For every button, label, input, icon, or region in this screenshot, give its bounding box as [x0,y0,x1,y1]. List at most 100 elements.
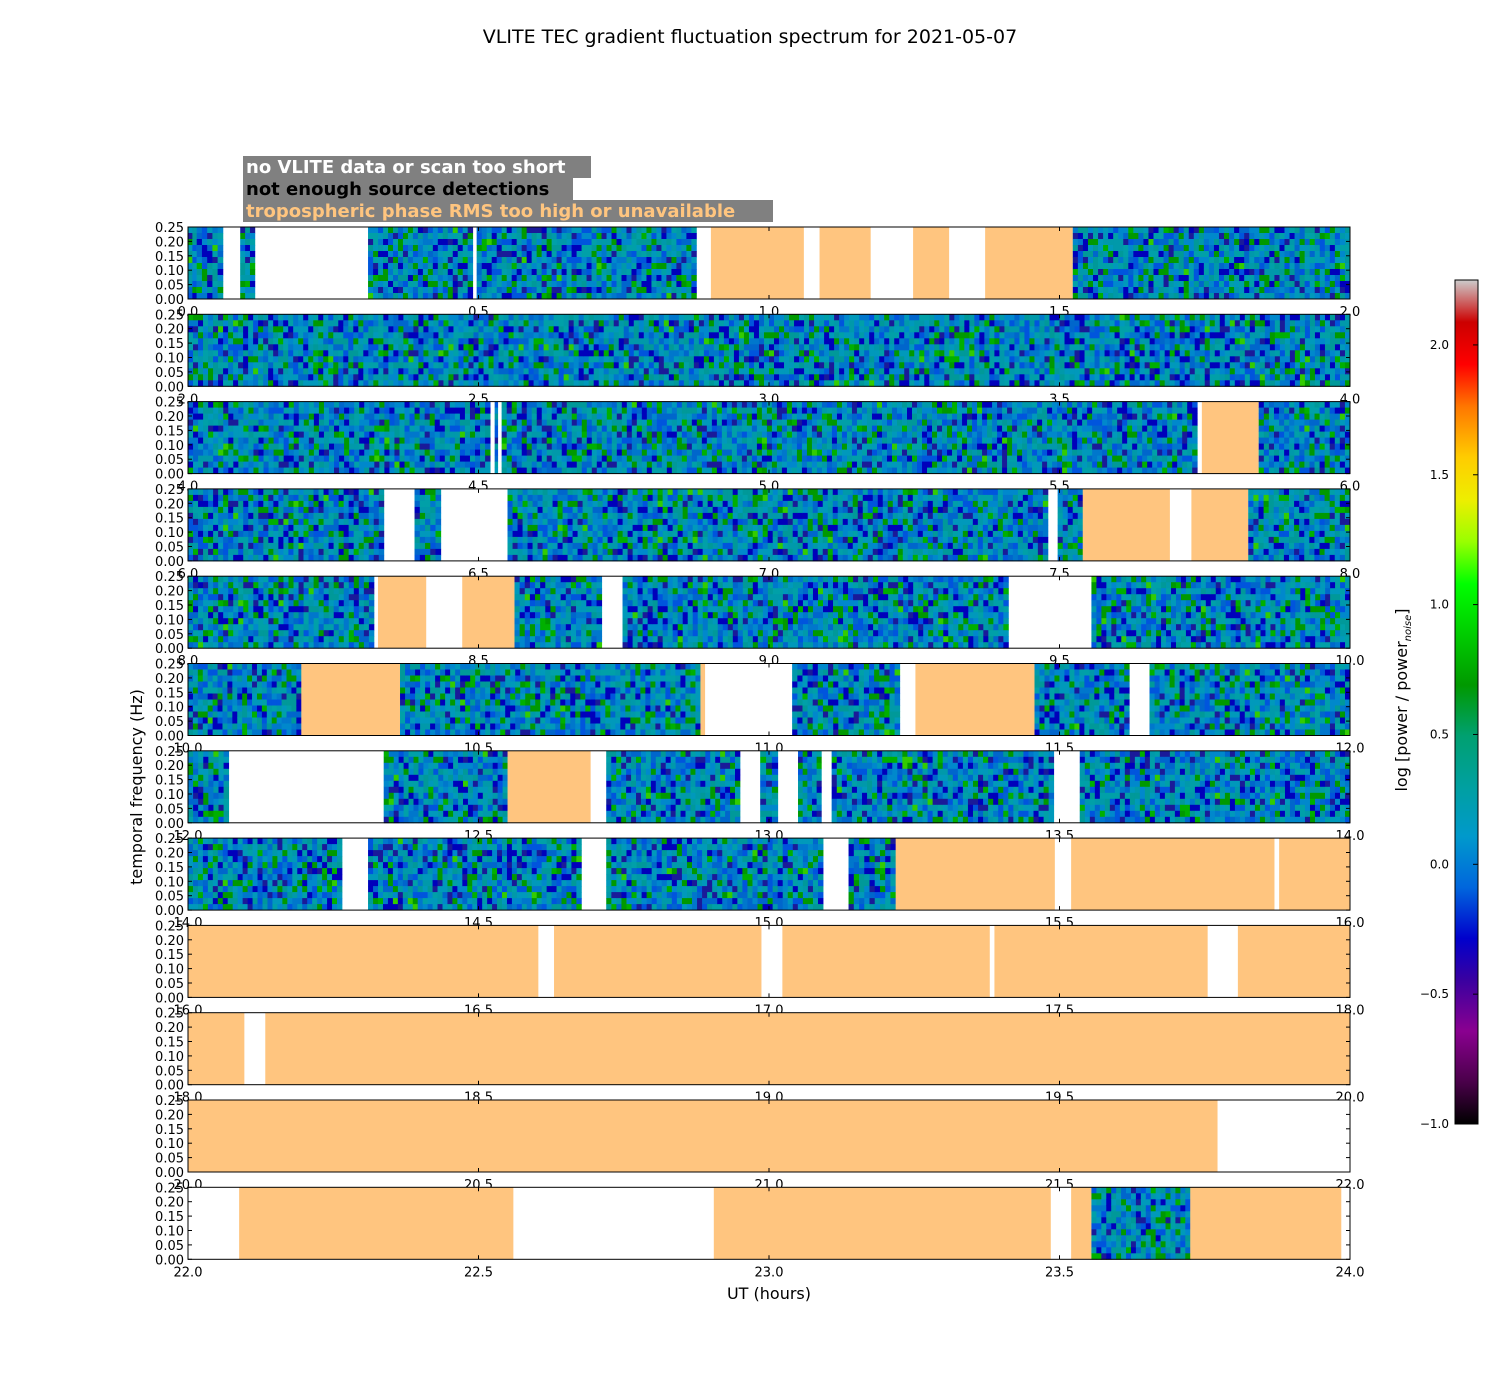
spectrum-cell [919,320,925,327]
spectrum-cell [359,461,365,468]
spectrum-cell [839,350,845,357]
spectrum-cell [1259,293,1265,300]
spectrum-cell [608,326,615,333]
spectrum-cell [369,443,375,450]
spectrum-cell [1087,227,1094,234]
spectrum-cell [864,362,870,369]
spectrum-cell [243,449,249,456]
spectrum-cell [278,401,285,408]
spectrum-cell [533,314,539,321]
spectrum-cell [1204,374,1211,381]
spectrum-cell [919,332,925,339]
spectrum-cell [1019,350,1025,357]
spectrum-cell [1344,275,1351,282]
spectrum-cell [1314,251,1321,258]
spectrum-cell [1119,374,1126,381]
spectrum-cell [418,320,424,327]
spectrum-cell [551,257,558,264]
spectrum-cell [573,314,580,321]
spectrum-cell [1103,269,1109,276]
spectrum-cell [728,350,735,357]
spectrum-cell [1214,380,1221,387]
spectrum-cell [1344,332,1351,339]
spectrum-cell [1164,362,1171,369]
spectrum-cell [198,344,204,351]
spectrum-cell [408,368,414,375]
spectrum-cell [1074,338,1080,345]
spectrum-cell [543,368,550,375]
spectrum-cell [556,281,563,288]
spectrum-cell [1159,350,1166,357]
spectrum-cell [513,362,519,369]
spectrum-cell [864,332,870,339]
spectrum-cell [403,350,409,357]
spectrum-cell [412,293,419,300]
spectrum-cell [1319,314,1326,321]
spectrum-cell [508,314,514,321]
spectrum-cell [1158,275,1164,282]
spectrum-cell [1324,332,1331,339]
spectrum-cell [676,257,682,264]
spectrum-cell [498,368,504,375]
spectrum-cell [328,425,335,432]
spectrum-cell [939,344,945,351]
spectrum-cell [528,338,534,345]
spectrum-cell [1024,314,1030,321]
spectrum-cell [944,314,950,321]
spectrum-cell [1099,332,1105,339]
spectrum-cell [283,380,289,387]
y-tick-label: 0.05 [155,366,184,381]
spectrum-cell [708,350,715,357]
spectrum-cell [758,314,765,321]
spectrum-cell [1274,326,1281,333]
spectrum-cell [789,368,795,375]
spectrum-cell [688,332,695,339]
spectrum-cell [397,227,404,234]
spectrum-cell [576,257,582,264]
spectrum-cell [288,368,294,375]
spectrum-cell [563,338,570,345]
spectrum-cell [207,233,213,240]
spectrum-cell [417,275,424,282]
spectrum-cell [899,332,905,339]
spectrum-cell [378,356,384,363]
spectrum-cell [1284,350,1291,357]
spectrum-cell [889,380,895,387]
spectrum-cell [819,326,825,333]
spectrum-cell [483,368,489,375]
spectrum-cell [388,281,394,288]
spectrum-cell [1164,350,1171,357]
spectrum-cell [198,368,204,375]
spectrum-cell [207,257,213,264]
spectrum-cell [1294,227,1301,234]
spectrum-cell [417,287,424,294]
spectrum-cell [443,338,449,345]
spectrum-cell [723,320,730,327]
spectrum-cell [556,227,563,234]
spectrum-cell [661,287,667,294]
spectrum-cell [1128,257,1134,264]
spectrum-cell [663,356,670,363]
spectrum-cell [541,293,548,300]
spectrum-cell [402,245,409,252]
spectrum-cell [278,326,284,333]
spectrum-cell [1029,326,1035,333]
spectrum-cell [673,326,680,333]
spectrum-cell [583,362,590,369]
spectrum-cell [233,350,239,357]
spectrum-cell [263,368,269,375]
spectrum-cell [673,338,680,345]
spectrum-cell [924,326,930,333]
spectrum-cell [368,269,374,276]
spectrum-cell [1214,356,1221,363]
spectrum-cell [188,326,194,333]
spectrum-cell [889,314,895,321]
spectrum-cell [1108,263,1114,270]
spectrum-cell [1188,239,1195,246]
spectrum-cell [1024,338,1030,345]
spectrum-cell [473,338,479,345]
spectrum-cell [1054,362,1060,369]
spectrum-cell [393,227,399,234]
spectrum-cell [1158,263,1164,270]
spectrum-cell [1044,314,1050,321]
